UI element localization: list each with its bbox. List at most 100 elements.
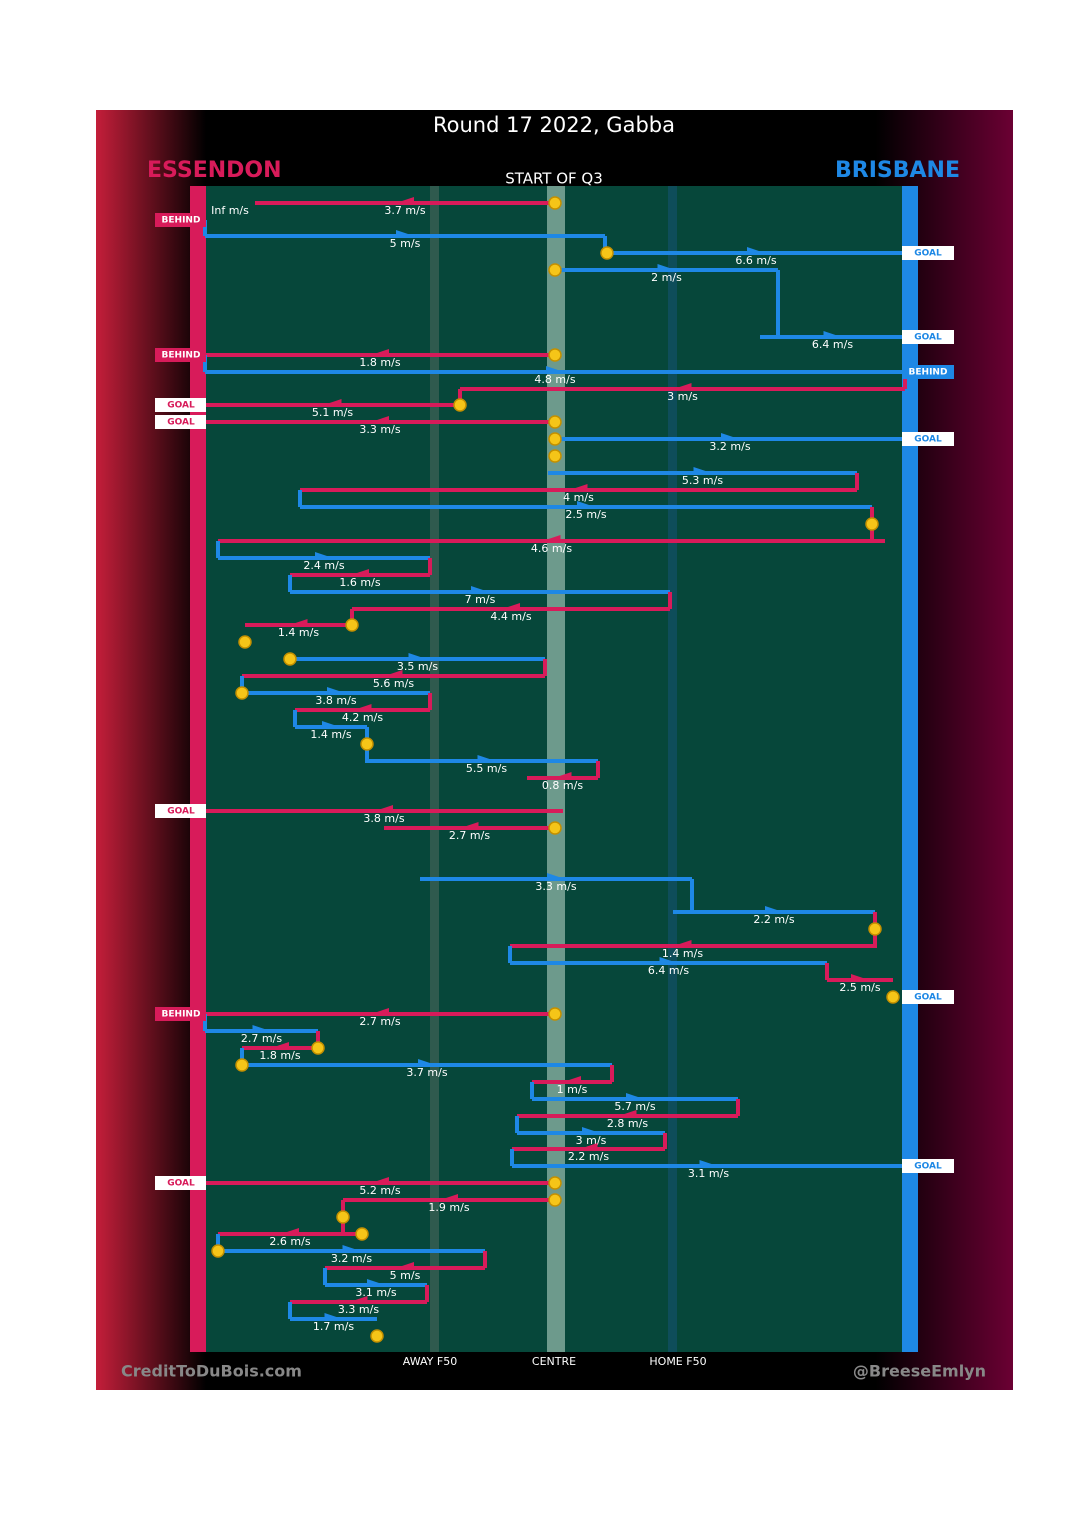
outcome-tag (902, 246, 954, 260)
speed-label: 5.7 m/s (614, 1100, 655, 1113)
arrow (471, 586, 489, 592)
speed-label: 1.6 m/s (339, 576, 380, 589)
arrow (569, 484, 588, 490)
speed-label: 2.7 m/s (241, 1032, 282, 1045)
possession-dot (238, 635, 252, 649)
speed-label: 1.8 m/s (259, 1049, 300, 1062)
arrow (547, 873, 565, 879)
outcome-text: GOAL (167, 1179, 195, 1189)
arrow (271, 1042, 289, 1048)
outcome-tag (155, 1007, 206, 1021)
speed-label: 1 m/s (557, 1083, 588, 1096)
axis-label: HOME F50 (649, 1355, 706, 1368)
possession-dot (600, 246, 614, 260)
title: Round 17 2022, Gabba (433, 113, 675, 137)
subtitle: START OF Q3 (505, 170, 603, 188)
arrow (353, 704, 372, 710)
speed-label: 3.3 m/s (359, 423, 400, 436)
arrow (577, 501, 595, 507)
arrow (440, 1194, 458, 1200)
arrow (618, 1110, 637, 1116)
right-goal-line (902, 186, 918, 1352)
outcome-tag (155, 804, 206, 818)
arrow (289, 619, 308, 625)
possession-dot (235, 686, 249, 700)
left-team: ESSENDON (147, 158, 282, 183)
arrow (408, 653, 427, 659)
outcome-text: GOAL (914, 993, 942, 1003)
arrow (315, 552, 333, 558)
outcome-text: GOAL (914, 435, 942, 445)
arrow (851, 974, 869, 980)
arrow (477, 755, 496, 761)
arrow (324, 1313, 343, 1319)
possession-dot (370, 1329, 384, 1343)
arrow (351, 569, 369, 575)
speed-label: 6.4 m/s (648, 964, 689, 977)
outcome-text: GOAL (167, 418, 195, 428)
speed-label: 2.4 m/s (303, 559, 344, 572)
possession-dot (548, 348, 562, 362)
speed-label: 1.4 m/s (278, 626, 319, 639)
arrow (367, 1279, 385, 1285)
speed-label: 2.7 m/s (449, 829, 490, 842)
speed-label: 0.8 m/s (542, 779, 583, 792)
speed-label: 5.3 m/s (682, 474, 723, 487)
arrow (747, 247, 765, 253)
arrow (384, 670, 403, 676)
possession-dot (548, 449, 562, 463)
speed-label: 3.1 m/s (688, 1167, 729, 1180)
outcome-tag (155, 415, 206, 429)
speed-label: 5.2 m/s (359, 1184, 400, 1197)
speed-label: 5 m/s (390, 237, 421, 250)
outcome-text: BEHIND (162, 216, 201, 226)
arrow (823, 331, 842, 337)
speed-label: 4.2 m/s (342, 711, 383, 724)
arrow (371, 1008, 389, 1014)
speed-label: 2.8 m/s (607, 1117, 648, 1130)
speed-label: 3.7 m/s (384, 204, 425, 217)
arrow (765, 906, 783, 912)
possession-dot (360, 737, 374, 751)
speed-label: 5 m/s (390, 1269, 421, 1282)
possession-dot (336, 1210, 350, 1224)
outcome-tag (902, 365, 954, 379)
speed-label: 3.1 m/s (355, 1286, 396, 1299)
outcome-text: GOAL (167, 807, 195, 817)
outcome-text: GOAL (914, 333, 942, 343)
outcome-tag (155, 398, 206, 412)
arrow (418, 1059, 436, 1065)
outcome-text: GOAL (914, 249, 942, 259)
credit: @BreeseEmlyn (853, 1362, 986, 1381)
axis-label: CENTRE (532, 1355, 576, 1368)
speed-label: 5.5 m/s (466, 762, 507, 775)
speed-label: 1.9 m/s (428, 1201, 469, 1214)
speed-label: 3.3 m/s (535, 880, 576, 893)
speed-label: 2.5 m/s (565, 508, 606, 521)
arrow (693, 467, 712, 473)
arrow (657, 264, 676, 270)
outcome-tag (902, 1159, 954, 1173)
possession-dot (211, 1244, 225, 1258)
speed-label: 3 m/s (576, 1134, 607, 1147)
speed-label: 3.5 m/s (397, 660, 438, 673)
speed-label: 3.3 m/s (338, 1303, 379, 1316)
speed-label: 2.7 m/s (359, 1015, 400, 1028)
arrow (252, 1025, 271, 1031)
outcome-text: BEHIND (162, 1010, 201, 1020)
arrow (546, 366, 564, 372)
possession-dot (548, 196, 562, 210)
speed-label: 3.8 m/s (363, 812, 404, 825)
speed-label: 5.6 m/s (373, 677, 414, 690)
outcome-tag (155, 1176, 206, 1190)
outcome-tag (155, 213, 206, 227)
speed-label: 3.2 m/s (709, 440, 750, 453)
speed-label: 1.8 m/s (359, 356, 400, 369)
right-team: BRISBANE (835, 158, 960, 183)
possession-dot (548, 1007, 562, 1021)
possession-dot (548, 432, 562, 446)
left-goal-line (190, 186, 206, 1352)
arrow (579, 1143, 598, 1149)
speed-label: 2 m/s (651, 271, 682, 284)
